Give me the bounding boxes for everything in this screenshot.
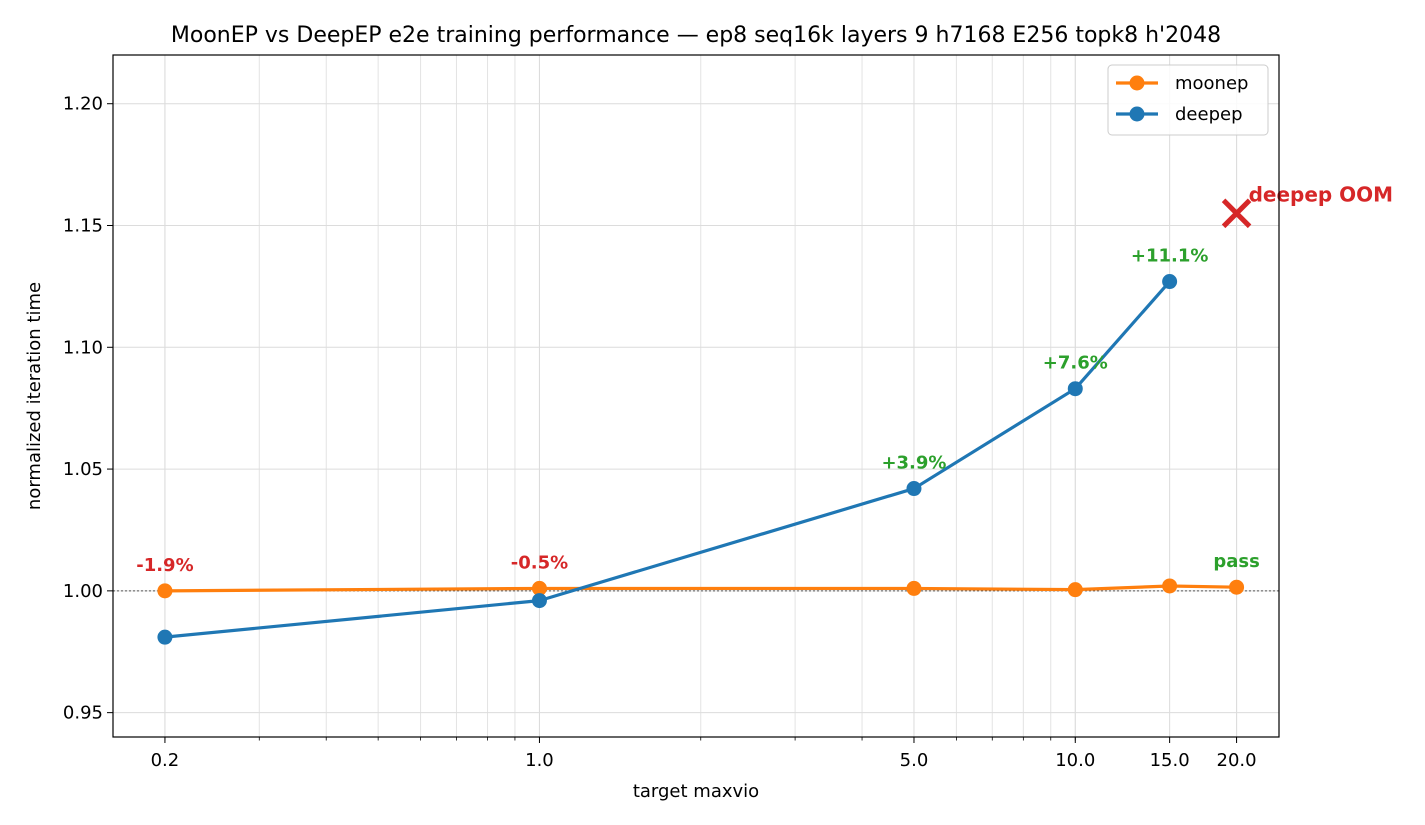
plot-frame [112,54,1280,738]
x-tick-label: 15.0 [1150,750,1190,771]
moonep-point [157,583,173,599]
x-tick-label: 1.0 [525,750,554,771]
legend-marker-moonep [1129,75,1145,91]
legend: moonep deepep [1107,64,1269,136]
data-label: +11.1% [1131,246,1209,267]
y-tick-label: 1.15 [63,216,103,237]
series-layer [157,274,1245,645]
deepep-point [531,593,547,609]
data-label: +7.6% [1043,353,1108,374]
data-label: -1.9% [136,555,193,576]
deepep-point [906,481,922,497]
chart-title: MoonEP vs DeepEP e2e training performanc… [171,23,1221,48]
y-tick-label: 1.05 [63,459,103,480]
y-tick-label: 1.20 [63,94,103,115]
y-tick-label: 0.95 [63,703,103,724]
x-tick-label: 0.2 [151,750,180,771]
legend-marker-deepep [1129,106,1145,122]
grid-layer [113,55,1279,737]
x-tick-label: 20.0 [1217,750,1257,771]
tick-layer: 0.2 1.0 5.0 10.0 15.0 20.0 0.95 1.00 1.05 1.10 1.1… [63,94,1257,771]
moonep-line [164,584,1237,593]
y-tick-label: 1.00 [63,581,103,602]
deepep-point [157,629,173,645]
moonep-point [1229,579,1245,595]
oom-marker [1221,198,1252,229]
legend-label-deepep: deepep [1175,104,1243,125]
y-tick-label: 1.10 [63,337,103,358]
oom-label: deepep OOM [1249,182,1394,206]
moonep-point [531,580,547,596]
x-tick-label: 5.0 [900,750,929,771]
moonep-point [1162,578,1178,594]
deepep-point [1162,274,1178,290]
legend-label-moonep: moonep [1175,73,1248,94]
x-tick-label: 10.0 [1055,750,1095,771]
deepep-point [1067,381,1083,397]
y-axis-label: normalized iteration time [24,282,45,510]
data-label: -0.5% [511,552,568,573]
annotation-layer: -1.9% -0.5% +3.9% +7.6% +11.1% pass deepep OOM [136,182,1393,576]
data-label: +3.9% [881,453,946,474]
moonep-point [1067,582,1083,598]
moonep-point [906,580,922,596]
data-label: pass [1213,551,1259,572]
x-axis-label: target maxvio [633,781,759,802]
